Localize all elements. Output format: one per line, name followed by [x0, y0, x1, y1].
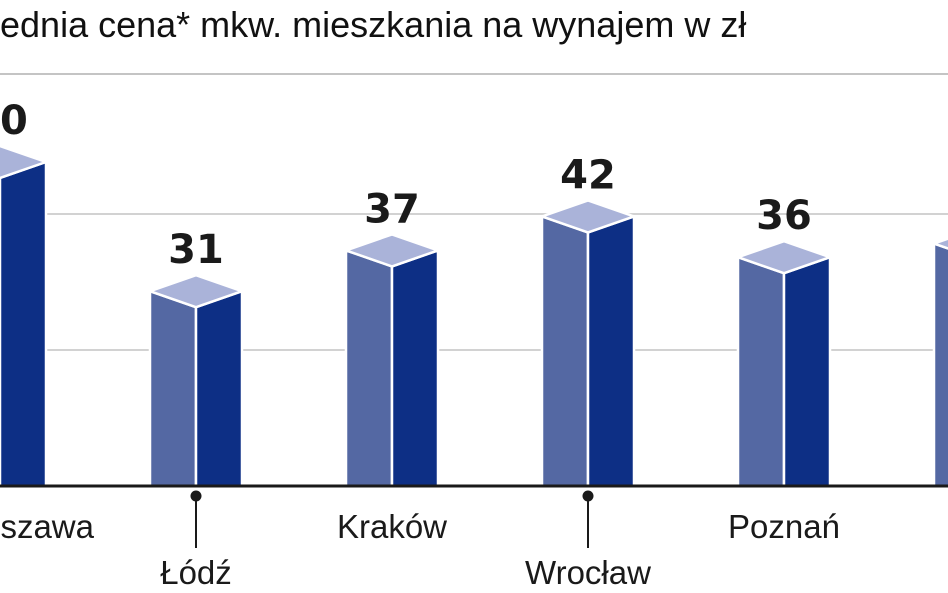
value-label: 42 [560, 152, 616, 198]
value-label: 36 [756, 193, 812, 239]
bar-top [540, 199, 636, 234]
bar-side [586, 215, 636, 488]
bar-front [148, 289, 198, 488]
bar-front [932, 242, 948, 488]
bar-front [540, 215, 590, 488]
bar-front [736, 255, 786, 488]
bar-side [0, 160, 48, 488]
bar-top [0, 144, 48, 180]
value-label: 31 [168, 227, 224, 273]
bar-side [782, 255, 832, 488]
value-label: 50 [0, 98, 28, 144]
bar-front [344, 249, 394, 488]
value-label: 37 [364, 186, 420, 232]
category-label: Wrocław [525, 554, 651, 591]
leader-dot [190, 490, 202, 502]
bar-top [148, 273, 244, 309]
bar-side [194, 289, 244, 488]
category-label: Kraków [337, 508, 447, 545]
leader-dot [582, 490, 594, 502]
bar-top [736, 239, 832, 275]
bar-side [390, 249, 440, 488]
category-label: Łódź [160, 554, 232, 591]
category-label: szawa [0, 508, 94, 545]
category-label: Poznań [728, 508, 840, 545]
bar-top [932, 237, 948, 250]
chart-title: ednia cena* mkw. mieszkania na wynajem w… [0, 4, 747, 45]
bar-top [344, 233, 440, 268]
